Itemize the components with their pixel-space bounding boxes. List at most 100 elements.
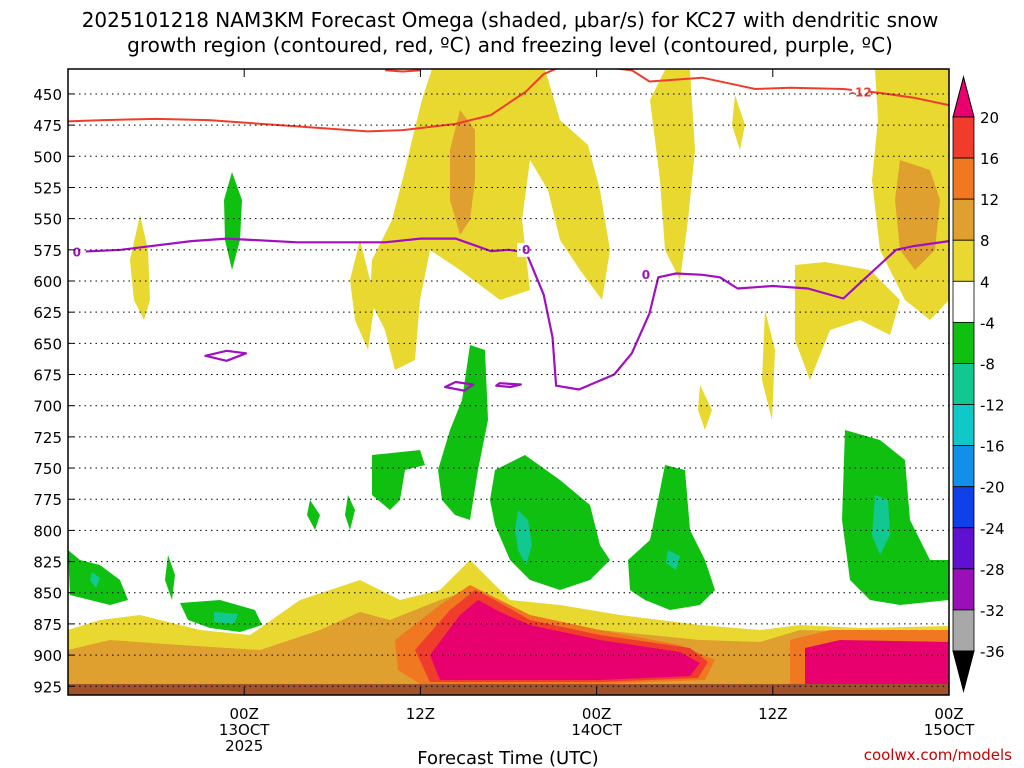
freezing-level-contour-label-0: 0 <box>73 245 81 259</box>
y-tick-label-500: 500 <box>33 148 62 166</box>
colorbar-tick-label-3: 8 <box>980 232 990 250</box>
omega-magenta-right <box>805 640 949 684</box>
omega-green-fleck-2 <box>345 495 355 530</box>
colorbar-tick-label-10: -24 <box>980 520 1005 538</box>
colorbar-tick-label-4: 4 <box>980 273 990 291</box>
y-tick-label-600: 600 <box>33 273 62 291</box>
colorbar-tick-label-2: 12 <box>980 191 999 209</box>
omega-green-right <box>842 430 949 605</box>
omega-green-mid-column <box>438 345 488 520</box>
plot-frame <box>67 68 950 696</box>
freezing-level-contour-label-1: 0 <box>522 243 530 257</box>
y-tick-label-925: 925 <box>33 678 62 696</box>
colorbar-swatch-8 <box>952 445 975 488</box>
colorbar-tick-label-11: -28 <box>980 561 1005 579</box>
omega-yellow-upper-middle <box>370 69 610 370</box>
y-tick-label-575: 575 <box>33 242 62 260</box>
y-tick-label-800: 800 <box>33 522 62 540</box>
y-tick-label-525: 525 <box>33 179 62 197</box>
omega-yellow-thin-upper-left <box>130 215 150 320</box>
y-tick-label-450: 450 <box>33 86 62 104</box>
omega-teal-spot-2 <box>872 495 890 555</box>
colorbar-swatch-1 <box>952 157 975 200</box>
omega-yellow-fleck-1 <box>698 385 712 430</box>
omega-teal-spot-5 <box>666 550 680 570</box>
colorbar-top-arrow <box>952 75 975 118</box>
omega-green-fleck-1 <box>307 500 320 530</box>
y-tick-label-550: 550 <box>33 211 62 229</box>
y-tick-label-775: 775 <box>33 491 62 509</box>
y-tick-label-750: 750 <box>33 460 62 478</box>
colorbar-swatch-7 <box>952 404 975 447</box>
dendritic-growth-contour-label-0: -12 <box>850 86 872 100</box>
y-tick-label-875: 875 <box>33 616 62 634</box>
y-tick-label-900: 900 <box>33 647 62 665</box>
colorbar-tick-label-9: -20 <box>980 479 1005 497</box>
colorbar-swatch-6 <box>952 363 975 405</box>
colorbar-tick-label-6: -8 <box>980 355 995 373</box>
dendritic-growth-contour-upper <box>385 69 421 73</box>
colorbar-bottom-arrow <box>952 650 975 693</box>
y-tick-label-850: 850 <box>33 585 62 603</box>
colorbar-tick-label-5: -4 <box>980 314 995 332</box>
y-tick-label-675: 675 <box>33 367 62 385</box>
omega-green-mid-lower <box>490 455 610 590</box>
y-tick-label-725: 725 <box>33 429 62 447</box>
y-tick-label-700: 700 <box>33 398 62 416</box>
colorbar-swatch-9 <box>952 486 975 529</box>
omega-shading <box>68 69 949 695</box>
omega-green-right-mid <box>628 465 715 610</box>
colorbar-swatch-3 <box>952 239 975 282</box>
freezing-level-loop-3 <box>495 382 522 389</box>
freezing-level-contour-label-bg-1 <box>517 242 536 257</box>
pressure-axis: 450 475 500 525 550 575 600 625 650 675 700 725 750 7… <box>33 86 74 696</box>
colorbar-swatch-5 <box>952 321 975 364</box>
omega-teal-spot-3 <box>214 612 238 624</box>
chart-title-line-1: 2025101218 NAM3KM Forecast Omega (shaded… <box>82 8 939 32</box>
x-tick-label-4-0: 00Z <box>934 705 963 723</box>
colorbar-swatch-0 <box>952 116 975 159</box>
x-axis-title: Forecast Time (UTC) <box>417 748 598 768</box>
dendritic-growth-contour-label-bg-0 <box>851 85 870 100</box>
colorbar-tick-label-13: -36 <box>980 643 1005 661</box>
colorbar-swatch-12 <box>952 609 975 652</box>
credit-text: coolwx.com/models <box>864 746 1012 764</box>
x-tick-label-0-0: 00Z <box>230 705 259 723</box>
x-tick-label-1-0: 12Z <box>406 705 435 723</box>
freezing-level-contour-label-bg-2 <box>636 267 655 282</box>
omega-teal-spot-4 <box>90 572 100 588</box>
dendritic-growth-contour <box>68 69 949 133</box>
freezing-level-loop-1 <box>204 349 248 362</box>
freezing-level-contour-label-bg-0 <box>68 245 86 260</box>
chart-title-line-2: growth region (contoured, red, ºC) and f… <box>127 33 893 57</box>
omega-green-fleck-3 <box>165 555 175 600</box>
colorbar: 20 16 12 8 4 -4 -8 -12 -16 -20 -24 -28 -32 -36 <box>952 75 1005 693</box>
colorbar-swatch-10 <box>952 527 975 570</box>
y-tick-label-475: 475 <box>33 117 62 135</box>
omega-yellow-thin-middle <box>350 240 375 350</box>
colorbar-tick-label-7: -12 <box>980 397 1005 415</box>
colorbar-swatch-2 <box>952 198 975 241</box>
x-tick-label-0-1: 13OCT <box>219 721 270 739</box>
freezing-level-loop-2 <box>444 380 475 392</box>
contour-lines: -12 0 0 0 0 <box>68 69 997 392</box>
colorbar-tick-label-0: 20 <box>980 109 999 127</box>
omega-yellow-thin-right <box>762 310 775 420</box>
freezing-level-contour-label-3: 0 <box>989 232 997 246</box>
x-tick-label-4-1: 15OCT <box>924 721 975 739</box>
y-tick-label-650: 650 <box>33 335 62 353</box>
colorbar-swatch-11 <box>952 568 975 611</box>
omega-orange-upper-1 <box>450 110 475 235</box>
colorbar-tick-label-1: 16 <box>980 150 999 168</box>
x-tick-label-2-0: 00Z <box>582 705 611 723</box>
colorbar-tick-label-8: -16 <box>980 438 1005 456</box>
omega-magenta-core <box>430 600 700 680</box>
omega-green-upper <box>224 172 242 270</box>
y-tick-label-825: 825 <box>33 554 62 572</box>
x-tick-label-3-0: 12Z <box>758 705 787 723</box>
y-tick-label-625: 625 <box>33 304 62 322</box>
omega-teal-spot-1 <box>515 510 532 565</box>
pressure-gridlines <box>68 93 949 687</box>
